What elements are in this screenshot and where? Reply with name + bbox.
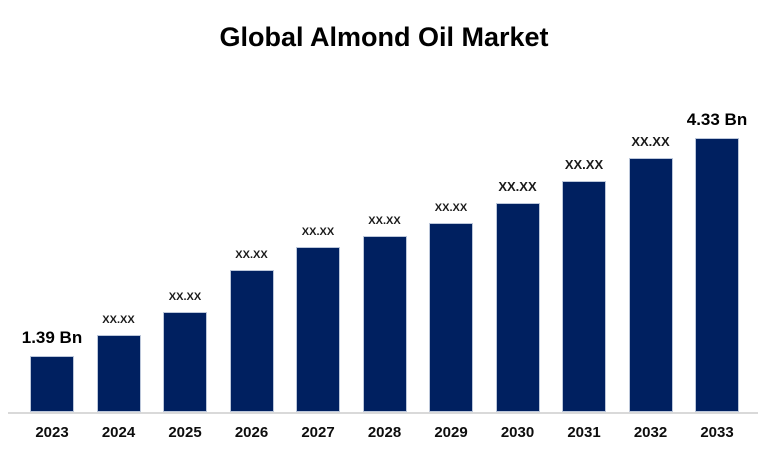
bar-2033 bbox=[695, 138, 739, 412]
x-tick-2031: 2031 bbox=[567, 424, 601, 441]
x-tick-2024: 2024 bbox=[101, 424, 136, 441]
x-axis-line bbox=[8, 412, 758, 414]
bar-2031 bbox=[562, 181, 606, 412]
value-label-2027: XX.XX bbox=[301, 226, 335, 238]
x-tick-2028: 2028 bbox=[367, 424, 402, 441]
bar-2026 bbox=[229, 270, 274, 412]
x-tick-2032: 2032 bbox=[633, 424, 668, 441]
x-tick-2023: 2023 bbox=[35, 424, 69, 441]
x-tick-2033: 2033 bbox=[700, 424, 734, 441]
bar-2023 bbox=[30, 356, 74, 412]
x-tick-2030: 2030 bbox=[500, 424, 535, 441]
bar-2029 bbox=[429, 223, 473, 412]
value-label-2024: XX.XX bbox=[102, 314, 135, 326]
x-tick-2025: 2025 bbox=[168, 424, 202, 441]
x-tick-2027: 2027 bbox=[301, 424, 335, 441]
value-label-2029: XX.XX bbox=[434, 202, 468, 214]
bar-2032 bbox=[628, 158, 673, 412]
value-label-2033: 4.33 Bn bbox=[686, 110, 748, 129]
bar-2028 bbox=[362, 236, 407, 412]
x-tick-2026: 2026 bbox=[234, 424, 269, 441]
value-label-2032: XX.XX bbox=[631, 134, 670, 149]
value-label-2023: 1.39 Bn bbox=[21, 328, 83, 347]
value-label-2025: XX.XX bbox=[168, 291, 202, 303]
x-tick-2029: 2029 bbox=[434, 424, 468, 441]
value-label-2030: XX.XX bbox=[498, 179, 537, 194]
bar-2027 bbox=[296, 247, 340, 412]
value-label-2026: XX.XX bbox=[235, 249, 268, 261]
chart-title: Global Almond Oil Market bbox=[219, 22, 549, 52]
bar-2024 bbox=[96, 335, 141, 412]
value-label-2028: XX.XX bbox=[368, 215, 401, 227]
bar-2025 bbox=[163, 312, 207, 412]
bar-2030 bbox=[495, 203, 540, 412]
value-label-2031: XX.XX bbox=[564, 157, 604, 172]
